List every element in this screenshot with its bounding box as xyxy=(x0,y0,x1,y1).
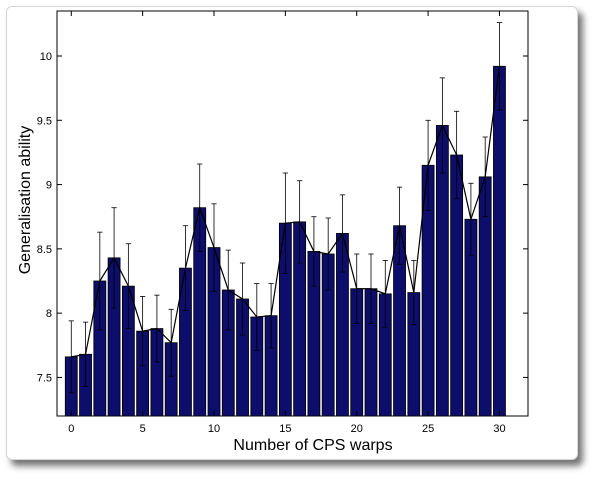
y-tick-label: 8 xyxy=(46,308,52,320)
x-tick-label: 15 xyxy=(279,423,291,435)
bars-group xyxy=(64,65,506,417)
x-axis-label: Number of CPS warps xyxy=(233,437,392,454)
y-tick-label: 9.5 xyxy=(37,115,52,127)
error-bar xyxy=(496,22,503,111)
series-line xyxy=(71,66,501,358)
y-tick-label: 10 xyxy=(40,51,52,63)
y-axis-label: Generalisation ability xyxy=(17,126,34,275)
x-tick-label: 0 xyxy=(68,423,74,435)
y-axis-ticks: 7.5 8 8.5 9 9.5 10 xyxy=(37,51,528,384)
x-axis-ticks: 0 5 10 15 20 25 30 xyxy=(68,11,506,435)
x-tick-label: 25 xyxy=(422,423,434,435)
x-tick-label: 20 xyxy=(351,423,363,435)
x-tick-label: 5 xyxy=(140,423,146,435)
x-tick-label: 30 xyxy=(493,423,505,435)
x-tick-label: 10 xyxy=(208,423,220,435)
y-tick-label: 9 xyxy=(46,180,52,192)
y-tick-label: 7.5 xyxy=(37,372,52,384)
y-tick-label: 8.5 xyxy=(37,244,52,256)
bar xyxy=(493,65,506,417)
plot-area xyxy=(56,10,529,417)
